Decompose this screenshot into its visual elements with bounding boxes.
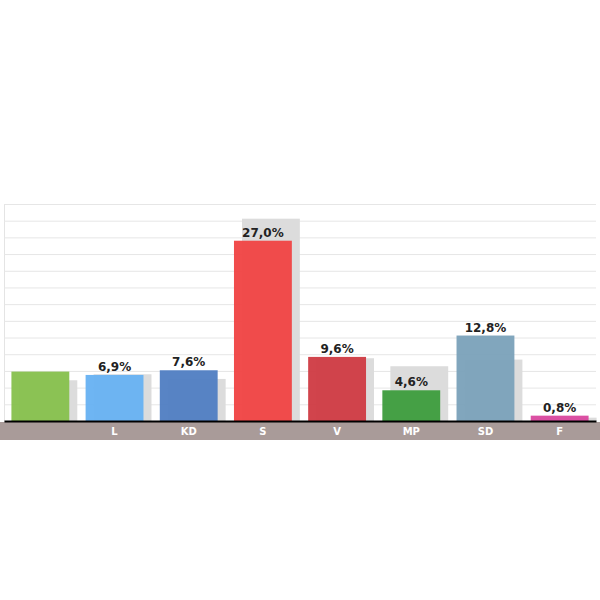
data-label: 0,8% [543,401,576,415]
grid-line [4,271,596,272]
grid-line [4,321,596,322]
x-tick: V [333,421,341,437]
data-label: 6,9% [98,360,131,374]
y-tick [4,221,596,222]
y-tick [4,421,596,422]
data-labels: 6,9% 7,6% 27,0% 9,6% 4,6% 12,8% 0,8% [98,226,576,415]
grid-line [4,287,596,288]
bar [457,336,515,421]
y-tick [4,271,596,272]
x-tick: SD [478,421,494,437]
x-tick: MP [403,421,420,437]
x-tick-label: L [111,426,118,437]
x-tick-label: MP [403,426,420,437]
x-tick-label: V [333,426,341,437]
x-tick: S [259,421,266,437]
y-tick [4,254,596,255]
y-tick [4,304,596,305]
bars [11,219,596,421]
x-axis: L KD S V MP SD F [5,421,597,437]
data-label: 7,6% [172,355,205,369]
bar [382,390,440,421]
data-label: 27,0% [242,226,284,240]
x-tick: KD [181,421,197,437]
grid-line [4,304,596,305]
x-tick-label: S [259,426,266,437]
bar [234,241,292,421]
x-tick-label: SD [478,426,494,437]
bar [308,357,366,421]
grid-line [4,421,596,422]
y-tick [4,204,596,205]
grid-line [4,204,596,205]
x-axis-line [5,421,597,423]
axis-band [0,422,600,440]
y-axis-line [5,205,597,422]
data-label: 12,8% [465,321,507,335]
bar [86,375,144,421]
data-label: 4,6% [395,375,428,389]
x-tick: F [556,421,563,437]
bar [531,416,589,421]
data-label: 9,6% [320,342,353,356]
y-tick [4,287,596,288]
grid-line [4,221,596,222]
y-tick [4,237,596,238]
x-tick-label: F [556,426,563,437]
x-tick: L [111,421,118,437]
y-tick [4,321,596,322]
x-tick-label: KD [181,426,197,437]
grid-line [4,237,596,238]
chart: L KD S V MP SD F 6,9% 7,6% 27,0% 9,6% 4,6% 12,8% 0,8% [0,0,600,600]
bar [160,370,218,421]
bar [11,372,69,421]
y-axis [4,205,596,422]
grid-line [4,254,596,255]
